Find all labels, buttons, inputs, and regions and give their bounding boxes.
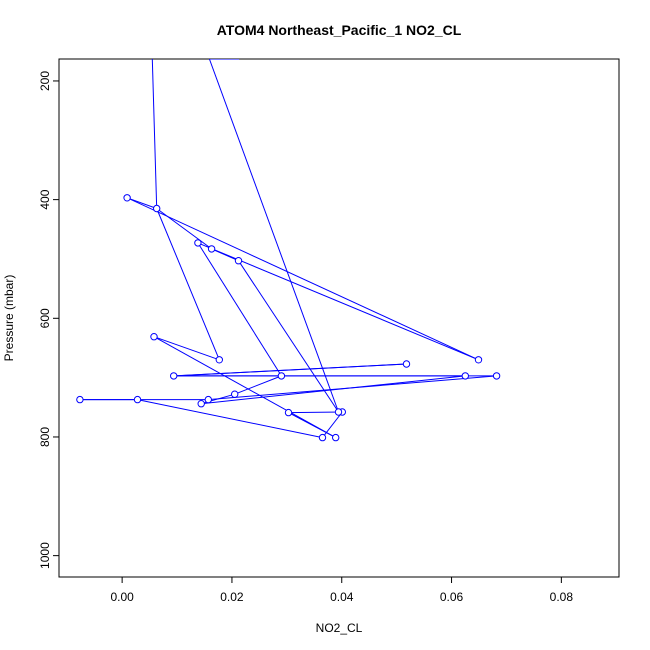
series-segment [126, 197, 157, 209]
y-tick-label: 1000 [38, 542, 52, 569]
series-segment [175, 363, 407, 377]
data-point [123, 194, 131, 202]
data-point [207, 245, 216, 253]
x-tick-label: 0.02 [220, 590, 244, 604]
series-layer [79, 59, 497, 439]
series-segment [288, 412, 336, 439]
data-point [318, 433, 327, 442]
y-tick-label: 200 [38, 71, 52, 91]
series-segment [201, 375, 466, 405]
x-axis: 0.00 0.02 0.04 0.06 0.08 [110, 577, 573, 604]
series-segment [126, 197, 479, 361]
x-tick-label: 0.00 [110, 590, 134, 604]
series-segment [234, 375, 282, 395]
y-axis-label: Pressure (mbar) [2, 275, 16, 362]
data-point [133, 395, 142, 404]
data-point [231, 390, 239, 398]
x-tick-label: 0.06 [440, 590, 464, 604]
series-segment [153, 336, 220, 361]
series-segment [197, 242, 282, 377]
series-segment [153, 336, 336, 439]
series-segment [211, 248, 239, 262]
series-segment [156, 208, 212, 250]
y-axis: 200 400 600 800 1000 [38, 71, 59, 569]
data-point [277, 372, 286, 380]
series-segment [238, 260, 339, 413]
y-tick-label: 600 [38, 308, 52, 328]
data-point [194, 239, 202, 247]
data-point [461, 372, 469, 380]
data-point [197, 400, 205, 408]
series-segment [288, 411, 343, 414]
x-tick-label: 0.08 [550, 590, 574, 604]
chart-title: ATOM4 Northeast_Pacific_1 NO2_CL [217, 22, 462, 38]
x-axis-label: NO2_CL [316, 621, 363, 635]
data-point [332, 433, 340, 442]
data-point [492, 372, 501, 380]
data-point [474, 356, 483, 364]
data-point [153, 204, 161, 213]
series-segment [322, 411, 343, 438]
data-point [402, 360, 411, 368]
data-point [150, 333, 158, 341]
data-point [215, 356, 224, 364]
data-point [284, 408, 293, 417]
marker-layer [76, 194, 501, 442]
data-point [76, 395, 84, 404]
y-tick-label: 800 [38, 427, 52, 447]
y-tick-label: 400 [38, 189, 52, 209]
series-segment [208, 59, 339, 413]
series-segment [197, 242, 479, 361]
data-point [204, 395, 213, 404]
data-point [170, 372, 178, 380]
series-segment [137, 399, 323, 439]
series-segment [156, 208, 220, 360]
x-tick-label: 0.04 [330, 590, 354, 604]
data-point [334, 408, 343, 416]
series-segment [151, 59, 158, 209]
plot-frame [58, 58, 620, 578]
data-point [234, 257, 243, 265]
